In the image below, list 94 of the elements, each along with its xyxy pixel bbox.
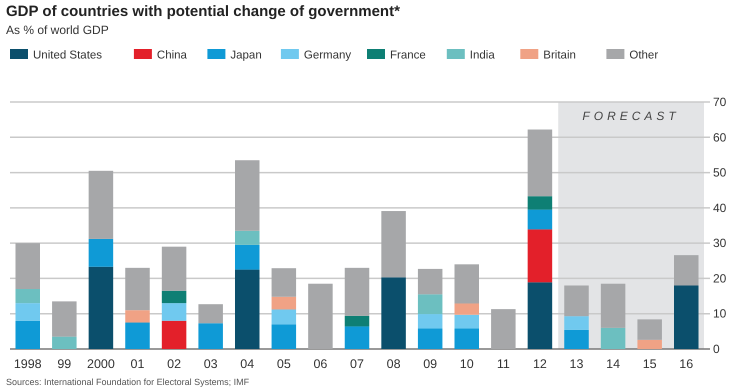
- y-tick-label: 10: [713, 306, 727, 321]
- x-tick-label: 12: [532, 357, 547, 371]
- bar: [344, 316, 370, 326]
- bar: [381, 277, 406, 349]
- legend-label: United States: [33, 50, 102, 62]
- bar: [528, 210, 552, 230]
- y-tick-label: 70: [713, 95, 727, 109]
- legend-label: Britain: [543, 50, 576, 62]
- x-tick-label: 05: [276, 357, 291, 371]
- x-tick-label: 1998: [14, 357, 42, 371]
- legend-label: Germany: [304, 50, 352, 62]
- x-tick-label: 15: [642, 357, 657, 371]
- bar: [52, 336, 77, 349]
- bar: [308, 284, 333, 349]
- x-tick-label: 99: [57, 357, 72, 371]
- x-tick-label: 16: [679, 357, 694, 371]
- bar: [528, 130, 552, 196]
- x-tick-label: 2000: [87, 357, 115, 371]
- legend-label: Japan: [230, 50, 262, 62]
- bar: [234, 244, 260, 270]
- bar: [198, 304, 223, 324]
- bar: [381, 211, 406, 278]
- bar: [528, 282, 552, 349]
- band-label: FORECAST: [582, 109, 680, 123]
- bar: [674, 255, 699, 286]
- x-tick-label: 14: [606, 357, 620, 371]
- y-tick-label: 20: [713, 271, 727, 286]
- bar: [272, 296, 296, 310]
- bar: [418, 314, 442, 329]
- bar: [234, 160, 260, 231]
- bar: [52, 301, 77, 337]
- x-tick-label: 10: [460, 357, 474, 371]
- bar: [15, 320, 40, 349]
- y-tick-label: 60: [713, 130, 727, 144]
- legend-label: Other: [629, 50, 658, 62]
- bar: [15, 289, 40, 304]
- bar: [272, 324, 296, 349]
- bar: [162, 246, 186, 291]
- x-tick-label: 13: [570, 357, 584, 371]
- y-tick-label: 40: [713, 200, 727, 215]
- bar: [637, 319, 662, 340]
- bar: [637, 340, 662, 349]
- bar: [88, 266, 114, 349]
- y-tick-label: 30: [713, 236, 727, 250]
- legend-label: France: [390, 50, 426, 62]
- bar: [564, 285, 589, 316]
- x-tick-label: 02: [167, 357, 182, 371]
- bar: [162, 320, 186, 349]
- bar: [162, 290, 186, 304]
- bar: [491, 309, 516, 349]
- bar: [600, 328, 626, 349]
- bar: [88, 170, 114, 239]
- bar: [528, 229, 552, 282]
- x-tick-label: 03: [204, 357, 218, 371]
- bar: [564, 330, 589, 349]
- bar: [15, 243, 40, 290]
- bar: [564, 316, 589, 330]
- bar: [15, 303, 40, 321]
- chart-title: GDP of countries with potential change of government*: [6, 3, 400, 20]
- y-tick-label: 0: [713, 342, 720, 356]
- chart-subtitle: As % of world GDP: [6, 23, 109, 37]
- bar: [418, 268, 442, 294]
- bar: [272, 268, 296, 297]
- bar: [125, 322, 150, 349]
- x-tick-label: 04: [240, 357, 254, 371]
- bar: [272, 309, 296, 324]
- bar: [418, 328, 442, 349]
- y-tick-label: 50: [713, 166, 727, 180]
- bar: [454, 314, 480, 329]
- legend-label: India: [470, 50, 496, 62]
- legend-label: China: [156, 50, 188, 62]
- x-tick-label: 09: [423, 357, 438, 371]
- bar: [344, 326, 370, 349]
- bar: [528, 196, 552, 210]
- bar: [125, 268, 150, 310]
- bar: [198, 323, 223, 349]
- bar: [674, 285, 699, 349]
- x-tick-label: 06: [313, 357, 328, 371]
- bar: [454, 328, 480, 349]
- source-note: Sources: International Foundation for Electoral Systems; IMF: [6, 377, 250, 387]
- bar: [125, 310, 150, 323]
- x-tick-label: 01: [130, 357, 144, 371]
- bar: [454, 264, 480, 304]
- x-tick-label: 08: [386, 357, 401, 371]
- bar: [418, 294, 442, 314]
- bar: [162, 303, 186, 321]
- bar: [88, 238, 114, 267]
- x-tick-label: 07: [350, 357, 364, 371]
- bar: [600, 284, 626, 328]
- bar: [234, 230, 260, 245]
- bar: [344, 268, 370, 316]
- bar: [234, 270, 260, 349]
- x-tick-label: 11: [496, 357, 510, 371]
- bar: [454, 303, 480, 315]
